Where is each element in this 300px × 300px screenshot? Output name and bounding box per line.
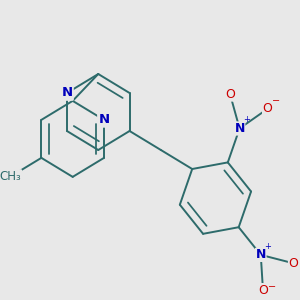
Text: N: N [61,86,73,100]
Text: N: N [234,122,245,135]
Text: O: O [262,102,272,115]
Text: −: − [268,282,276,292]
Text: −: − [272,96,281,106]
Text: CH₃: CH₃ [0,170,21,183]
Text: O: O [225,88,235,101]
Text: N: N [256,248,266,261]
Text: +: + [243,116,250,124]
Text: O: O [258,284,268,297]
Text: O: O [289,257,298,270]
Text: +: + [265,242,272,251]
Text: N: N [98,113,110,126]
